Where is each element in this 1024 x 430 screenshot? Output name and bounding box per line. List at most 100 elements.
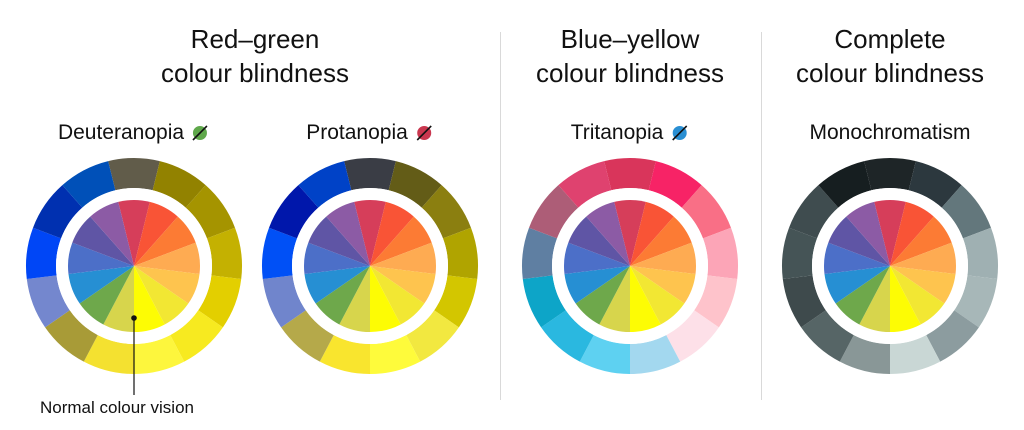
complete-heading-line1: Complete bbox=[834, 24, 946, 54]
inner-segment bbox=[68, 242, 134, 274]
inner-segment bbox=[630, 266, 661, 332]
protanopia-title: Protanopia bbox=[306, 121, 408, 144]
outer-segment bbox=[421, 185, 471, 239]
outer-segment bbox=[954, 275, 998, 328]
outer-segment bbox=[694, 275, 738, 328]
inner-segment bbox=[890, 266, 921, 332]
deuteranopia-blocked-icon bbox=[192, 125, 208, 141]
inner-segment bbox=[824, 242, 890, 274]
tritanopia-wheel bbox=[522, 158, 738, 374]
inner-segment bbox=[890, 266, 945, 325]
outer-segment bbox=[681, 185, 731, 239]
inner-segment bbox=[828, 216, 890, 266]
outer-segment bbox=[269, 185, 319, 239]
outer-segment bbox=[702, 227, 738, 280]
outer-segment bbox=[344, 158, 396, 191]
outer-segment bbox=[890, 335, 941, 374]
inner-segment bbox=[103, 266, 134, 332]
inner-segment bbox=[564, 242, 630, 274]
inner-segment bbox=[134, 266, 200, 304]
outer-segment bbox=[864, 158, 916, 191]
blue-yellow-heading-line2: colour blindness bbox=[536, 58, 724, 88]
outer-segment bbox=[630, 335, 681, 374]
protanopia-wheel bbox=[262, 158, 478, 374]
outer-segment bbox=[26, 227, 62, 280]
inner-segment bbox=[370, 201, 414, 266]
inner-segment bbox=[630, 266, 696, 304]
red-green-heading-line1: Red–green bbox=[190, 24, 320, 54]
outer-segment bbox=[648, 161, 702, 208]
outer-segment bbox=[541, 310, 594, 362]
inner-segment bbox=[890, 201, 934, 266]
inner-segment bbox=[79, 266, 134, 325]
inner-segment bbox=[308, 216, 370, 266]
inner-segment bbox=[354, 200, 386, 266]
outer-segment bbox=[33, 185, 83, 239]
outer-segment bbox=[262, 227, 298, 280]
inner-segment bbox=[599, 266, 630, 332]
inner-segment bbox=[874, 200, 906, 266]
inner-segment bbox=[890, 216, 952, 266]
outer-segment bbox=[442, 227, 478, 280]
outer-segment bbox=[434, 275, 478, 328]
outer-segment bbox=[818, 161, 872, 208]
inner-segment bbox=[304, 242, 370, 274]
monochromatism-title: Monochromatism bbox=[809, 121, 971, 144]
outer-segment bbox=[388, 161, 442, 208]
red-green-heading: Red–green colour blindness bbox=[110, 22, 400, 90]
protanopia-blocked-icon bbox=[416, 125, 432, 141]
inner-segment bbox=[134, 216, 196, 266]
inner-segment bbox=[118, 200, 150, 266]
inner-segment bbox=[630, 216, 692, 266]
tritanopia-title: Tritanopia bbox=[570, 121, 664, 144]
outer-segment bbox=[370, 335, 421, 374]
white-ring bbox=[812, 188, 968, 344]
inner-segment bbox=[326, 201, 370, 266]
divider-left bbox=[500, 32, 501, 400]
inner-segment bbox=[586, 201, 630, 266]
inner-segment bbox=[72, 216, 134, 266]
outer-segment bbox=[108, 158, 160, 191]
deuteranopia-title: Deuteranopia bbox=[57, 121, 185, 144]
inner-segment bbox=[859, 266, 890, 332]
complete-heading: Complete colour blindness bbox=[765, 22, 1015, 90]
outer-segment bbox=[926, 310, 979, 362]
inner-segment bbox=[68, 266, 134, 304]
outer-segment bbox=[522, 227, 558, 280]
outer-segment bbox=[298, 161, 352, 208]
inner-segment bbox=[134, 266, 165, 332]
inner-segment bbox=[824, 266, 890, 304]
blue-yellow-heading: Blue–yellow colour blindness bbox=[500, 22, 760, 90]
outer-segment bbox=[83, 335, 134, 374]
blue-yellow-heading-line1: Blue–yellow bbox=[560, 24, 700, 54]
inner-segment bbox=[134, 242, 200, 274]
inner-segment bbox=[630, 201, 674, 266]
inner-segment bbox=[630, 242, 696, 274]
outer-segment bbox=[170, 310, 223, 362]
inner-segment bbox=[370, 216, 432, 266]
tritanopia-label: Tritanopia bbox=[571, 121, 690, 145]
inner-segment bbox=[890, 266, 956, 304]
outer-segment bbox=[262, 275, 306, 328]
outer-segment bbox=[152, 161, 206, 208]
outer-segment bbox=[198, 275, 242, 328]
inner-segment bbox=[370, 266, 425, 325]
outer-segment bbox=[801, 310, 854, 362]
outer-segment bbox=[782, 227, 818, 280]
white-ring bbox=[292, 188, 448, 344]
outer-segment bbox=[839, 335, 890, 374]
inner-segment bbox=[134, 266, 189, 325]
outer-segment bbox=[789, 185, 839, 239]
inner-segment bbox=[90, 201, 134, 266]
outer-segment bbox=[962, 227, 998, 280]
outer-segment bbox=[26, 275, 70, 328]
inner-segment bbox=[630, 266, 685, 325]
inner-segment bbox=[890, 242, 956, 274]
inner-segment bbox=[339, 266, 370, 332]
monochromatism-wheel bbox=[782, 158, 998, 374]
outer-segment bbox=[281, 310, 334, 362]
inner-segment bbox=[575, 266, 630, 325]
outer-segment bbox=[522, 275, 566, 328]
inner-segment bbox=[134, 201, 178, 266]
